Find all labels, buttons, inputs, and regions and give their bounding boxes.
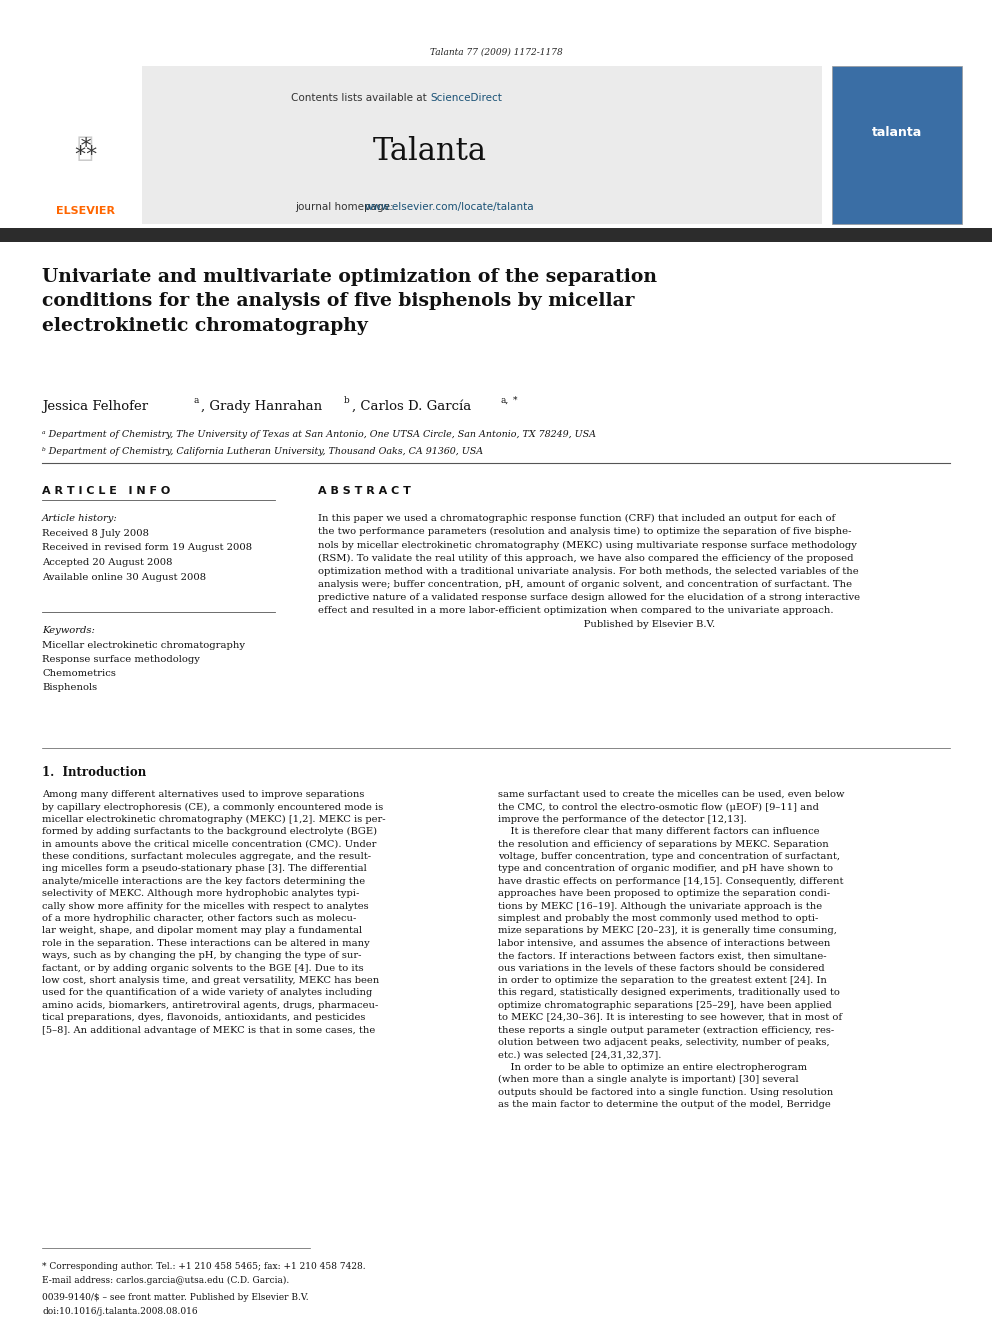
Text: by capillary electrophoresis (CE), a commonly encountered mode is: by capillary electrophoresis (CE), a com… [42, 803, 383, 811]
Text: Accepted 20 August 2008: Accepted 20 August 2008 [42, 558, 173, 568]
Text: journal homepage:: journal homepage: [295, 202, 397, 212]
Bar [0, 228, 992, 242]
Text: approaches have been proposed to optimize the separation condi-: approaches have been proposed to optimiz… [498, 889, 830, 898]
Text: ways, such as by changing the pH, by changing the type of sur-: ways, such as by changing the pH, by cha… [42, 951, 361, 960]
Text: Available online 30 August 2008: Available online 30 August 2008 [42, 573, 206, 582]
Text: same surfactant used to create the micelles can be used, even below: same surfactant used to create the micel… [498, 790, 844, 799]
Text: selectivity of MEKC. Although more hydrophobic analytes typi-: selectivity of MEKC. Although more hydro… [42, 889, 359, 898]
Text: b: b [344, 396, 350, 405]
Text: the factors. If interactions between factors exist, then simultane-: the factors. If interactions between fac… [498, 951, 826, 960]
Text: talanta: talanta [872, 126, 923, 139]
Text: (when more than a single analyte is important) [30] several: (when more than a single analyte is impo… [498, 1076, 799, 1085]
Text: 1.  Introduction: 1. Introduction [42, 766, 146, 779]
Text: A B S T R A C T: A B S T R A C T [318, 486, 411, 496]
Text: effect and resulted in a more labor-efficient optimization when compared to the : effect and resulted in a more labor-effi… [318, 606, 833, 615]
Text: predictive nature of a validated response surface design allowed for the elucida: predictive nature of a validated respons… [318, 593, 860, 602]
Text: the two performance parameters (resolution and analysis time) to optimize the se: the two performance parameters (resoluti… [318, 527, 851, 536]
Text: Contents lists available at: Contents lists available at [291, 93, 430, 103]
Text: role in the separation. These interactions can be altered in many: role in the separation. These interactio… [42, 939, 370, 947]
Text: Bisphenols: Bisphenols [42, 683, 97, 692]
Text: Talanta 77 (2009) 1172-1178: Talanta 77 (2009) 1172-1178 [430, 48, 562, 57]
Text: ⁂: ⁂ [73, 138, 96, 157]
Text: formed by adding surfactants to the background electrolyte (BGE): formed by adding surfactants to the back… [42, 827, 377, 836]
Text: Article history:: Article history: [42, 515, 118, 523]
Text: www.elsevier.com/locate/talanta: www.elsevier.com/locate/talanta [365, 202, 535, 212]
Text: the resolution and efficiency of separations by MEKC. Separation: the resolution and efficiency of separat… [498, 840, 828, 848]
Text: It is therefore clear that many different factors can influence: It is therefore clear that many differen… [498, 827, 819, 836]
Text: Received in revised form 19 August 2008: Received in revised form 19 August 2008 [42, 544, 252, 553]
Text: as the main factor to determine the output of the model, Berridge: as the main factor to determine the outp… [498, 1099, 830, 1109]
Text: ScienceDirect: ScienceDirect [430, 93, 502, 103]
Text: optimize chromatographic separations [25–29], have been applied: optimize chromatographic separations [25… [498, 1000, 831, 1009]
Text: type and concentration of organic modifier, and pH have shown to: type and concentration of organic modifi… [498, 864, 833, 873]
Text: cally show more affinity for the micelles with respect to analytes: cally show more affinity for the micelle… [42, 901, 369, 910]
Text: Received 8 July 2008: Received 8 July 2008 [42, 529, 149, 538]
Text: A R T I C L E   I N F O: A R T I C L E I N F O [42, 486, 171, 496]
Text: olution between two adjacent peaks, selectivity, number of peaks,: olution between two adjacent peaks, sele… [498, 1039, 829, 1046]
Text: the CMC, to control the electro-osmotic flow (μEOF) [9–11] and: the CMC, to control the electro-osmotic … [498, 803, 818, 811]
Text: etc.) was selected [24,31,32,37].: etc.) was selected [24,31,32,37]. [498, 1050, 662, 1060]
Text: mize separations by MEKC [20–23], it is generally time consuming,: mize separations by MEKC [20–23], it is … [498, 926, 837, 935]
Text: tions by MEKC [16–19]. Although the univariate approach is the: tions by MEKC [16–19]. Although the univ… [498, 901, 822, 910]
Text: labor intensive, and assumes the absence of interactions between: labor intensive, and assumes the absence… [498, 939, 830, 947]
Text: , Carlos D. García: , Carlos D. García [352, 400, 471, 413]
Text: Response surface methodology: Response surface methodology [42, 655, 199, 664]
Text: to MEKC [24,30–36]. It is interesting to see however, that in most of: to MEKC [24,30–36]. It is interesting to… [498, 1013, 842, 1023]
Text: factant, or by adding organic solvents to the BGE [4]. Due to its: factant, or by adding organic solvents t… [42, 963, 364, 972]
Text: , Grady Hanrahan: , Grady Hanrahan [201, 400, 322, 413]
Text: ᵃ Department of Chemistry, The University of Texas at San Antonio, One UTSA Circ: ᵃ Department of Chemistry, The Universit… [42, 430, 596, 439]
Text: Micellar electrokinetic chromatography: Micellar electrokinetic chromatography [42, 642, 245, 650]
Text: ELSEVIER: ELSEVIER [56, 206, 114, 216]
Text: a: a [193, 396, 198, 405]
Text: 0039-9140/$ – see front matter. Published by Elsevier B.V.: 0039-9140/$ – see front matter. Publishe… [42, 1293, 309, 1302]
Text: micellar electrokinetic chromatography (MEKC) [1,2]. MEKC is per-: micellar electrokinetic chromatography (… [42, 815, 386, 824]
Text: ous variations in the levels of these factors should be considered: ous variations in the levels of these fa… [498, 963, 824, 972]
Text: this regard, statistically designed experiments, traditionally used to: this regard, statistically designed expe… [498, 988, 840, 998]
Text: Jessica Felhofer: Jessica Felhofer [42, 400, 148, 413]
Text: these conditions, surfactant molecules aggregate, and the result-: these conditions, surfactant molecules a… [42, 852, 371, 861]
Text: ing micelles form a pseudo-stationary phase [3]. The differential: ing micelles form a pseudo-stationary ph… [42, 864, 367, 873]
Text: low cost, short analysis time, and great versatility, MEKC has been: low cost, short analysis time, and great… [42, 976, 379, 986]
Text: In this paper we used a chromatographic response function (CRF) that included an: In this paper we used a chromatographic … [318, 515, 835, 523]
Text: voltage, buffer concentration, type and concentration of surfactant,: voltage, buffer concentration, type and … [498, 852, 840, 861]
Text: Univariate and multivariate optimization of the separation
conditions for the an: Univariate and multivariate optimization… [42, 269, 657, 335]
Text: *: * [513, 396, 518, 405]
Text: outputs should be factored into a single function. Using resolution: outputs should be factored into a single… [498, 1088, 833, 1097]
Text: 𝕴: 𝕴 [76, 134, 93, 161]
Text: Published by Elsevier B.V.: Published by Elsevier B.V. [318, 619, 715, 628]
Text: in amounts above the critical micelle concentration (CMC). Under: in amounts above the critical micelle co… [42, 840, 376, 848]
Text: analysis were; buffer concentration, pH, amount of organic solvent, and concentr: analysis were; buffer concentration, pH,… [318, 579, 852, 589]
Text: used for the quantification of a wide variety of analytes including: used for the quantification of a wide va… [42, 988, 372, 998]
Text: [5–8]. An additional advantage of MEKC is that in some cases, the: [5–8]. An additional advantage of MEKC i… [42, 1025, 375, 1035]
Text: E-mail address: carlos.garcia@utsa.edu (C.D. Garcia).: E-mail address: carlos.garcia@utsa.edu (… [42, 1275, 290, 1285]
Text: Keywords:: Keywords: [42, 626, 95, 635]
Text: tical preparations, dyes, flavonoids, antioxidants, and pesticides: tical preparations, dyes, flavonoids, an… [42, 1013, 365, 1023]
Text: amino acids, biomarkers, antiretroviral agents, drugs, pharmaceu-: amino acids, biomarkers, antiretroviral … [42, 1000, 378, 1009]
Bar [28, 66, 142, 224]
Text: nols by micellar electrokinetic chromatography (MEKC) using multivariate respons: nols by micellar electrokinetic chromato… [318, 540, 857, 549]
Text: * Corresponding author. Tel.: +1 210 458 5465; fax: +1 210 458 7428.: * Corresponding author. Tel.: +1 210 458… [42, 1262, 366, 1271]
Text: analyte/micelle interactions are the key factors determining the: analyte/micelle interactions are the key… [42, 877, 365, 886]
Text: have drastic effects on performance [14,15]. Consequently, different: have drastic effects on performance [14,… [498, 877, 843, 886]
Text: Among many different alternatives used to improve separations: Among many different alternatives used t… [42, 790, 364, 799]
Text: in order to optimize the separation to the greatest extent [24]. In: in order to optimize the separation to t… [498, 976, 827, 986]
Text: Chemometrics: Chemometrics [42, 669, 116, 677]
Text: ᵇ Department of Chemistry, California Lutheran University, Thousand Oaks, CA 913: ᵇ Department of Chemistry, California Lu… [42, 447, 483, 456]
Text: improve the performance of the detector [12,13].: improve the performance of the detector … [498, 815, 747, 824]
Text: lar weight, shape, and dipolar moment may play a fundamental: lar weight, shape, and dipolar moment ma… [42, 926, 362, 935]
Text: In order to be able to optimize an entire electropherogram: In order to be able to optimize an entir… [498, 1062, 807, 1072]
Text: these reports a single output parameter (extraction efficiency, res-: these reports a single output parameter … [498, 1025, 834, 1035]
Text: Talanta: Talanta [373, 136, 487, 168]
Text: optimization method with a traditional univariate analysis. For both methods, th: optimization method with a traditional u… [318, 566, 859, 576]
Text: doi:10.1016/j.talanta.2008.08.016: doi:10.1016/j.talanta.2008.08.016 [42, 1307, 197, 1316]
Text: simplest and probably the most commonly used method to opti-: simplest and probably the most commonly … [498, 914, 818, 923]
Bar [832, 66, 962, 224]
Bar [28, 66, 822, 224]
Text: a,: a, [500, 396, 508, 405]
Text: of a more hydrophilic character, other factors such as molecu-: of a more hydrophilic character, other f… [42, 914, 356, 923]
Text: (RSM). To validate the real utility of this approach, we have also compared the : (RSM). To validate the real utility of t… [318, 553, 853, 562]
